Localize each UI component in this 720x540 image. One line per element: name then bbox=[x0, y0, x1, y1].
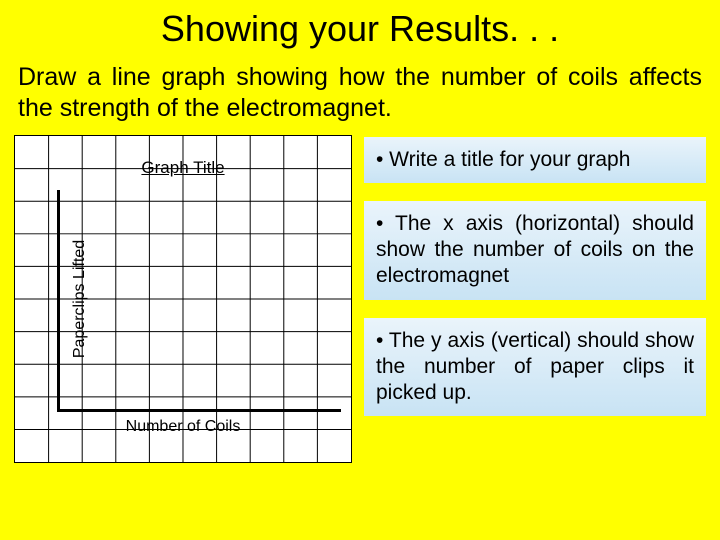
content-row: Graph Title Paperclips Lifted Number of … bbox=[0, 135, 720, 463]
y-axis-label: Paperclips Lifted bbox=[71, 239, 89, 357]
bullet-item-title: • Write a title for your graph bbox=[364, 137, 706, 183]
graph-template: Graph Title Paperclips Lifted Number of … bbox=[14, 135, 352, 463]
grid-lines bbox=[15, 136, 351, 462]
x-axis-label: Number of Coils bbox=[15, 418, 351, 436]
y-axis-line bbox=[57, 190, 60, 412]
page-title: Showing your Results. . . bbox=[0, 0, 720, 50]
x-axis-line bbox=[57, 409, 341, 412]
bullet-list: • Write a title for your graph • The x a… bbox=[364, 135, 706, 463]
bullet-item-xaxis: • The x axis (horizontal) should show th… bbox=[364, 201, 706, 300]
bullet-item-yaxis: • The y axis (vertical) should show the … bbox=[364, 318, 706, 417]
graph-title-label: Graph Title bbox=[15, 158, 351, 178]
instruction-text: Draw a line graph showing how the number… bbox=[0, 50, 720, 135]
